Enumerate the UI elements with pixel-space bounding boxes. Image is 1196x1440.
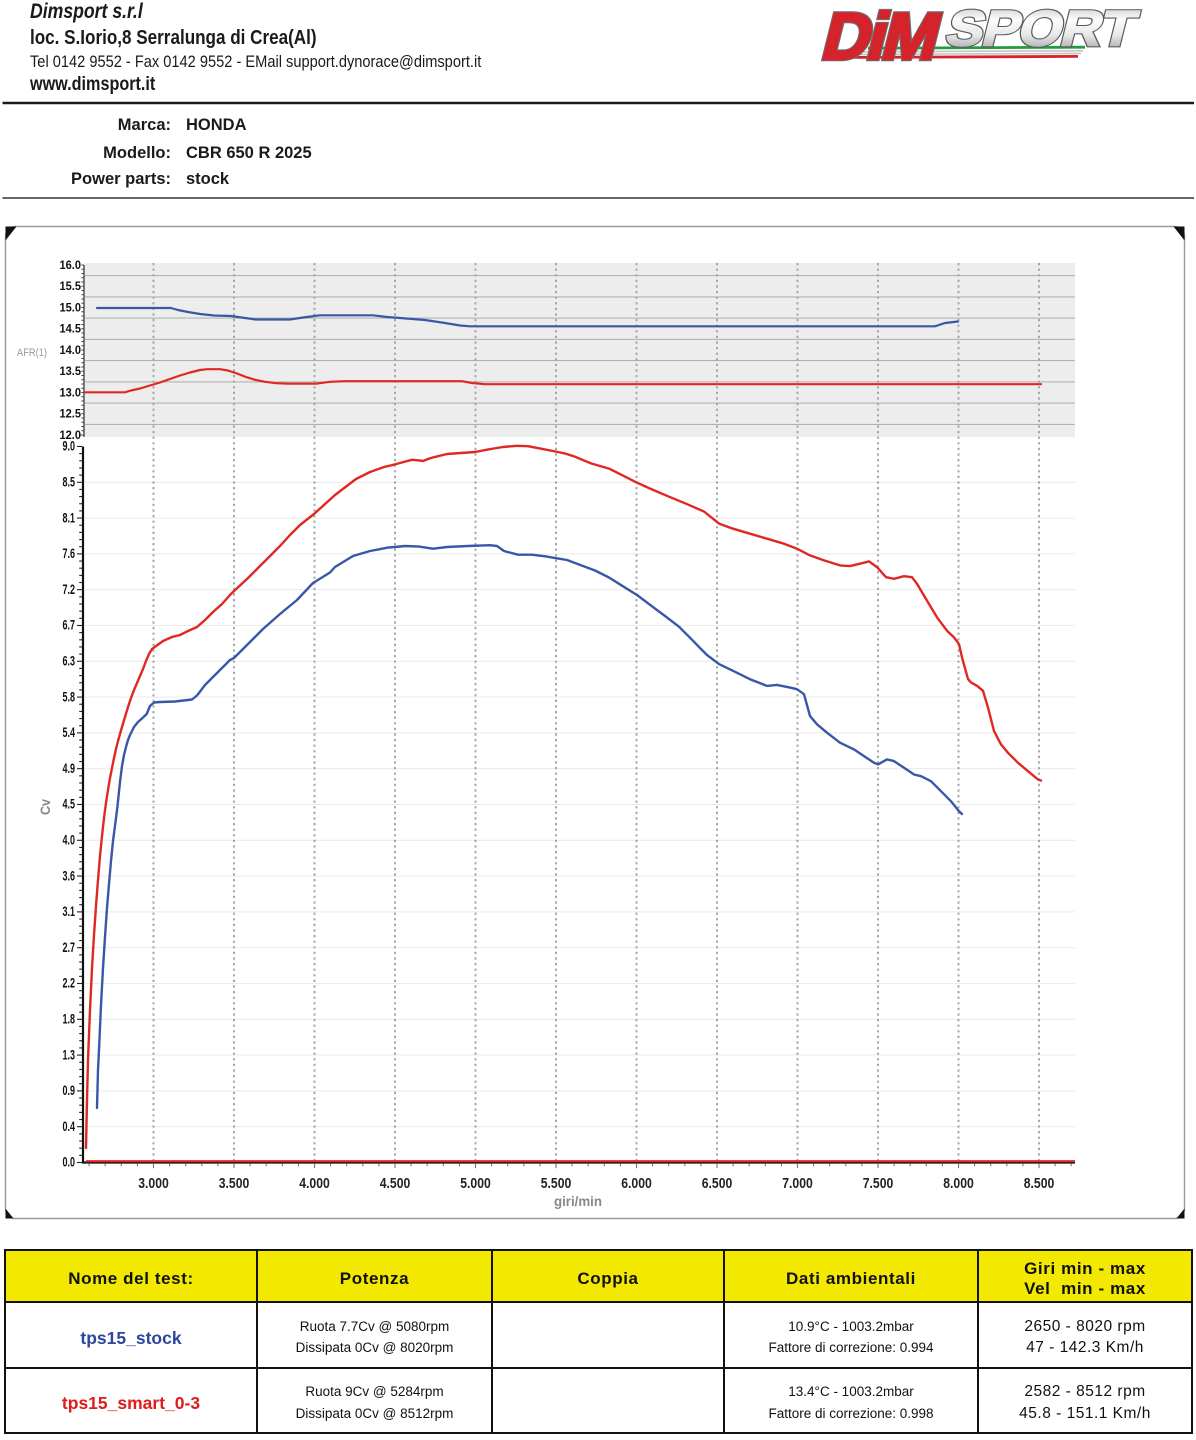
svg-text:DiM: DiM: [816, 0, 946, 74]
svg-text:5.4: 5.4: [63, 724, 76, 740]
svg-text:0.0: 0.0: [63, 1154, 76, 1170]
svg-text:2.7: 2.7: [63, 939, 76, 955]
svg-text:4.0: 4.0: [63, 832, 76, 848]
svg-text:AFR(1): AFR(1): [17, 347, 47, 359]
svg-text:9.0: 9.0: [63, 438, 76, 454]
svg-text:6.3: 6.3: [63, 653, 76, 669]
svg-text:15.5: 15.5: [60, 281, 82, 293]
svg-text:16.0: 16.0: [60, 260, 82, 272]
svg-text:8.000: 8.000: [943, 1175, 974, 1192]
svg-text:1.3: 1.3: [63, 1046, 76, 1062]
svg-text:4.5: 4.5: [63, 796, 76, 812]
svg-text:5.8: 5.8: [63, 688, 76, 704]
svg-text:5.000: 5.000: [460, 1175, 491, 1192]
svg-text:3.1: 3.1: [63, 903, 76, 919]
svg-text:Cv: Cv: [38, 799, 53, 815]
svg-text:14.0: 14.0: [60, 345, 82, 357]
svg-text:1.8: 1.8: [63, 1011, 76, 1027]
svg-text:3.500: 3.500: [219, 1175, 250, 1192]
svg-text:8.1: 8.1: [63, 509, 76, 525]
svg-text:8.5: 8.5: [63, 474, 76, 490]
svg-text:4.500: 4.500: [380, 1175, 411, 1192]
svg-text:0.9: 0.9: [63, 1082, 76, 1098]
svg-text:15.0: 15.0: [60, 302, 82, 314]
svg-text:giri/min: giri/min: [554, 1194, 602, 1209]
svg-text:7.000: 7.000: [782, 1175, 813, 1192]
svg-text:4.000: 4.000: [299, 1175, 330, 1192]
svg-text:6.500: 6.500: [702, 1175, 733, 1192]
svg-text:7.500: 7.500: [863, 1175, 894, 1192]
svg-text:3.6: 3.6: [63, 867, 76, 883]
svg-text:13.5: 13.5: [60, 366, 82, 378]
svg-text:12.5: 12.5: [60, 409, 82, 421]
svg-text:7.6: 7.6: [63, 545, 76, 561]
svg-text:3.000: 3.000: [138, 1175, 169, 1192]
svg-text:5.500: 5.500: [541, 1175, 572, 1192]
svg-text:14.5: 14.5: [60, 324, 82, 336]
svg-text:8.500: 8.500: [1024, 1175, 1055, 1192]
svg-text:7.2: 7.2: [63, 581, 76, 597]
svg-text:SPORT: SPORT: [941, 0, 1143, 56]
svg-text:SPORT: SPORT: [941, 0, 1143, 56]
svg-text:12.0: 12.0: [60, 430, 82, 442]
svg-text:4.9: 4.9: [63, 760, 76, 776]
svg-text:DiM: DiM: [816, 0, 946, 74]
svg-text:13.0: 13.0: [60, 387, 82, 399]
svg-text:6.000: 6.000: [621, 1175, 652, 1192]
svg-text:6.7: 6.7: [63, 617, 76, 633]
svg-text:0.4: 0.4: [63, 1118, 76, 1134]
svg-text:2.2: 2.2: [63, 975, 76, 991]
